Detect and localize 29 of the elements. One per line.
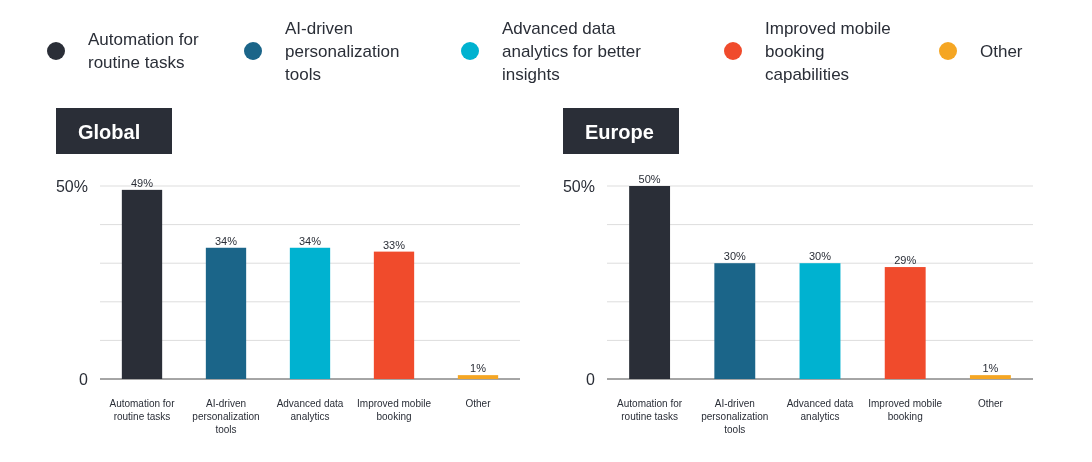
y-tick-label: 0 (79, 371, 89, 388)
data-label: 1% (470, 362, 487, 375)
legend-label: Advanced data analytics for better insights (502, 18, 642, 84)
x-tick-label: Other (465, 398, 492, 409)
data-label: 49% (130, 176, 154, 189)
legend-label: Automation for routine tasks (88, 30, 199, 72)
data-label: 50% (638, 173, 661, 185)
data-label: 34% (214, 234, 238, 247)
data-label: 1% (982, 362, 999, 375)
data-label: 30% (808, 250, 832, 263)
x-tick-label: Advanced data analytics (276, 398, 344, 422)
y-tick-label: 0 (586, 371, 596, 388)
x-tick-label: Other (977, 398, 1004, 409)
data-label: 34% (298, 234, 322, 247)
legend-label: AI-driven personalization tools (285, 18, 400, 84)
x-tick-label: Automation for routine tasks (617, 398, 683, 422)
chart-title: Global (78, 121, 141, 143)
legend-label: Improved mobile booking capabilities (765, 18, 891, 84)
x-tick-label: Automation for routine tasks (109, 398, 176, 422)
x-tick-label: Advanced data analytics (786, 398, 854, 422)
x-tick-label: AI-driven personalization tools (192, 398, 260, 435)
legend-label: Other (980, 41, 1023, 61)
data-label: 30% (723, 250, 747, 263)
data-label: 29% (894, 254, 917, 267)
data-label: 33% (382, 238, 406, 251)
x-tick-label: Improved mobile booking (868, 398, 943, 422)
x-tick-label: Improved mobile booking (357, 398, 432, 422)
chart-title: Europe (585, 121, 654, 143)
x-tick-label: AI-driven personalization tools (701, 398, 769, 435)
